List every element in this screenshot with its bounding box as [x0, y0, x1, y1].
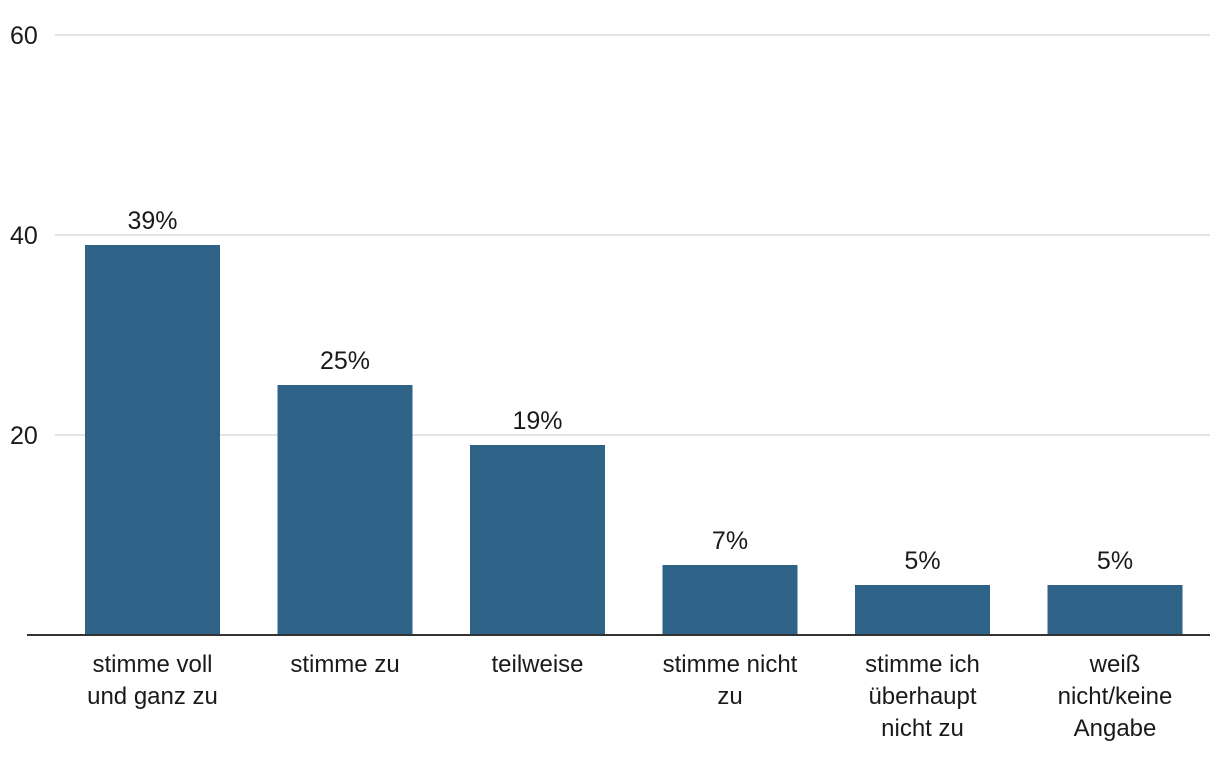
category-label: Angabe [1074, 715, 1157, 742]
y-tick-label: 20 [10, 422, 38, 450]
data-labels: 39% 25% 19% 7% 5% 5% [127, 207, 1133, 575]
data-label: 5% [904, 547, 940, 575]
category-labels: stimme voll und ganz zu stimme zu teilweise… [87, 651, 1172, 742]
data-label: 5% [1097, 547, 1133, 575]
bar [277, 385, 413, 635]
category-label: nicht/keine [1058, 683, 1173, 710]
category-label: überhaupt [868, 683, 976, 710]
category-label: zu [717, 683, 742, 710]
data-label: 7% [712, 527, 748, 555]
data-label: 25% [320, 347, 370, 375]
bar [1047, 585, 1183, 635]
bar [470, 445, 605, 635]
category-label: und ganz zu [87, 683, 218, 710]
data-label: 39% [127, 207, 177, 235]
category-label: teilweise [491, 651, 583, 678]
y-axis-tick-labels: 20 40 60 [10, 22, 38, 450]
bar [85, 245, 220, 635]
category-label: nicht zu [881, 715, 964, 742]
category-label: stimme voll [92, 651, 212, 678]
data-label: 19% [512, 407, 562, 435]
bar [855, 585, 990, 635]
bars [85, 245, 1183, 635]
gridlines [55, 34, 1210, 436]
bar [662, 565, 798, 635]
y-tick-label: 40 [10, 222, 38, 250]
category-label: stimme zu [290, 651, 399, 678]
category-label: stimme ich [865, 651, 980, 678]
category-label: weiß [1089, 651, 1141, 678]
category-label: stimme nicht [663, 651, 798, 678]
y-tick-label: 60 [10, 22, 38, 50]
